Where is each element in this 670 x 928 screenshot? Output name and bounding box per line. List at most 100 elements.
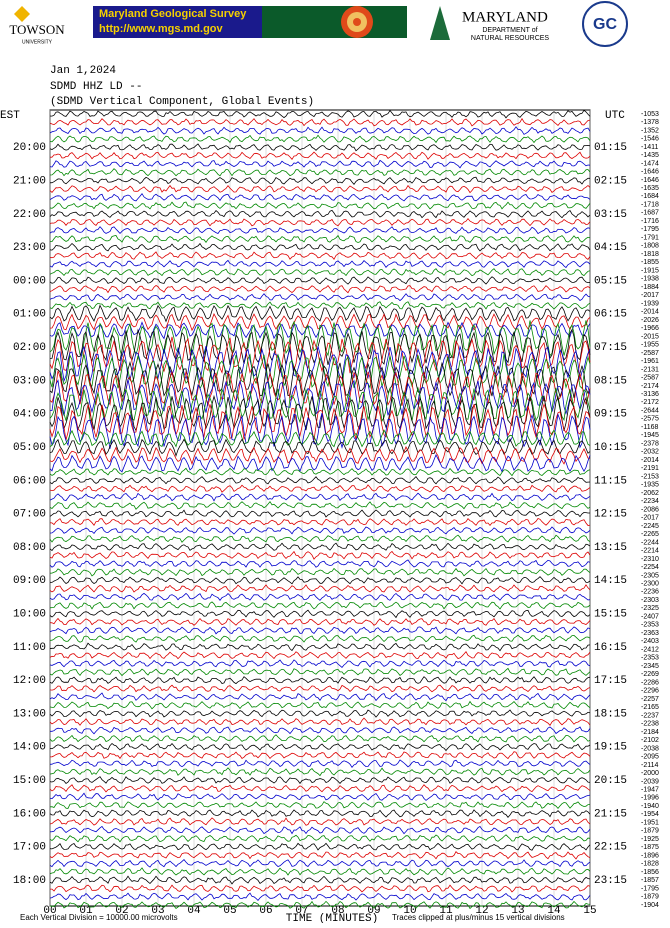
x-tick-label: 09 [367,905,380,917]
trace [49,353,591,390]
right-axis-title: UTC [605,110,625,122]
trace [49,742,591,752]
x-tick-label: 08 [331,905,344,917]
est-hour-label: 06:00 [13,475,46,487]
logo-text: DEPARTMENT of [482,27,537,34]
trace [49,667,591,677]
trace [49,429,591,448]
trace [49,684,591,693]
trace-offset: -2017 [641,515,659,522]
utc-hour-label: 16:15 [594,642,627,654]
trace-offset: -1795 [641,885,659,892]
trace-offset: -1938 [641,276,659,283]
trace-offset: -2412 [641,646,659,653]
trace [49,379,591,416]
trace [49,475,591,485]
trace-offset: -1961 [641,358,659,365]
trace-offset: -1896 [641,852,659,859]
trace-offset: -2587 [641,350,659,357]
trace-offset: -2644 [641,407,659,414]
trace-offset: -2254 [641,564,659,571]
trace [49,209,591,219]
trace [49,567,591,577]
est-hour-label: 16:00 [13,808,46,820]
trace-offset: -1168 [641,424,658,431]
trace-offset: -1718 [641,201,659,208]
trace-offset: -2153 [641,473,659,480]
trace [49,134,591,144]
trace [49,584,591,593]
trace [49,642,591,652]
trace [49,412,591,449]
utc-hour-label: 17:15 [594,675,627,687]
x-tick-label: 02 [115,905,128,917]
trace-offset: -2102 [641,737,659,744]
trace-offset: -2039 [641,778,659,785]
x-tick-label: 13 [511,905,524,917]
trace [49,759,591,768]
trace-offset: -2000 [641,770,659,777]
trace-offset: -1378 [641,119,659,126]
utc-hour-label: 01:15 [594,142,627,154]
trace [49,242,591,252]
utc-hour-label: 23:15 [594,875,627,887]
trace-offset: -2026 [641,317,659,324]
mgs-banner[interactable]: Maryland Geological Survey http://www.mg… [93,6,407,38]
trace [49,501,591,510]
banner-url[interactable]: http://www.mgs.md.gov [99,23,224,35]
trace-offset: -1951 [641,819,659,826]
x-tick-label: 12 [475,905,488,917]
x-axis-title: TIME (MINUTES) [286,913,378,923]
est-hour-label: 01:00 [13,309,46,321]
trace [49,634,591,643]
trace-offset: -2300 [641,581,659,588]
trace-offset: -2403 [641,638,659,645]
station: SDMD HHZ LD -- [50,81,142,93]
gc-logo: GC [582,1,628,47]
est-hour-label: 10:00 [13,608,46,620]
est-hour-label: 18:00 [13,875,46,887]
utc-hour-label: 10:15 [594,442,627,454]
trace-offset: -1879 [641,828,659,835]
trace-offset: -1875 [641,844,659,851]
est-hour-label: 12:00 [13,675,46,687]
utc-hour-label: 21:15 [594,808,627,820]
trace-offset: -1856 [641,869,659,876]
trace [49,336,591,374]
trace [49,320,591,359]
trace [49,659,591,668]
trace-offset: -1904 [641,902,659,909]
est-hour-label: 11:00 [13,642,46,654]
trace-offset: -2265 [641,531,659,538]
trace [49,626,591,635]
trace [49,892,591,901]
trace-offset: -2257 [641,696,659,703]
trace-offset: -1915 [641,267,659,274]
trace-offset: -2244 [641,539,659,546]
trace [50,151,591,160]
utc-hour-label: 22:15 [594,842,627,854]
trace [49,201,591,210]
trace-offset: -2114 [641,762,658,769]
utc-hour-label: 02:15 [594,176,627,188]
trace [49,801,590,810]
trace [49,842,591,851]
x-tick-label: 11 [439,905,453,917]
trace-offset: -1635 [641,185,659,192]
trace [49,176,590,185]
date: Jan 1,2024 [50,65,116,77]
trace-offset: -2172 [641,399,659,406]
trace-offset: -2305 [641,572,659,579]
trace [49,792,591,801]
trace-offset: -1646 [641,177,659,184]
trace [49,143,591,152]
trace [49,467,591,477]
trace-offset: -2303 [641,597,659,604]
est-hour-label: 08:00 [13,542,46,554]
utc-hour-label: 11:15 [594,475,627,487]
trace-offset: -2184 [641,729,659,736]
trace-offset: -1940 [641,803,659,810]
trace-offset: -1795 [641,226,659,233]
trace-offset: -1954 [641,811,659,818]
